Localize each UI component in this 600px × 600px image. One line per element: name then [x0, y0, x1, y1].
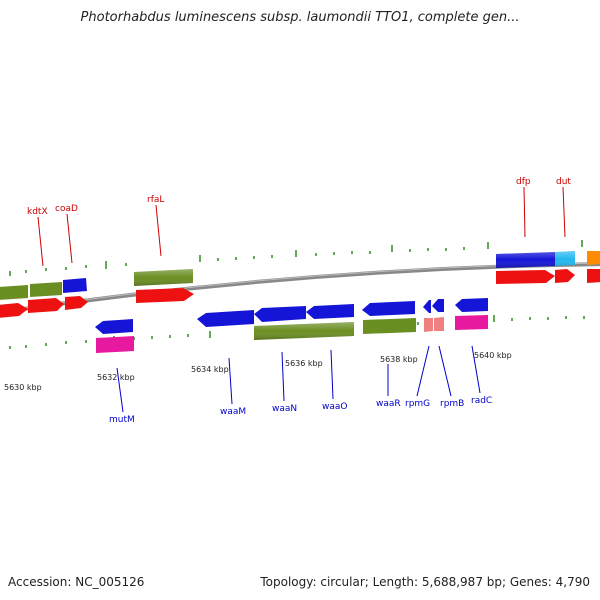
gene-label-waaM[interactable]: waaM — [220, 407, 246, 417]
gene-feature[interactable] — [96, 336, 134, 353]
map-title: Photorhabdus luminescens subsp. laumondi… — [80, 10, 520, 25]
gene-feature[interactable] — [136, 288, 194, 303]
reverse-cds-track — [95, 298, 488, 334]
gene-feature[interactable] — [363, 318, 416, 334]
gene-label-dfp[interactable]: dfp — [516, 177, 531, 187]
gene-feature[interactable] — [95, 319, 133, 334]
gene-feature[interactable] — [432, 299, 444, 312]
gene-feature[interactable] — [197, 310, 254, 327]
gene-feature[interactable] — [555, 269, 575, 283]
bottom-gene-labels: mutM waaM waaN waaO waaR rpmG rpmB radC — [109, 396, 492, 425]
tick-label: 5632 kbp — [97, 373, 135, 382]
gene-feature[interactable] — [587, 251, 600, 265]
outer-tick-track — [9, 240, 583, 276]
gene-label-waaR[interactable]: waaR — [376, 399, 401, 409]
top-gene-leaders — [37, 186, 566, 267]
gene-feature[interactable] — [30, 282, 62, 297]
gene-feature[interactable] — [587, 269, 600, 283]
top-gene-labels: kdtX coaD rfaL dfp dut — [27, 177, 571, 217]
genome-summary-text: Topology: circular; Length: 5,688,987 bp… — [260, 575, 590, 589]
gene-label-rfaL[interactable]: rfaL — [147, 195, 164, 205]
gene-feature[interactable] — [362, 301, 415, 316]
gene-feature[interactable] — [63, 278, 87, 293]
accession-text: Accession: NC_005126 — [8, 575, 145, 589]
tick-label: 5638 kbp — [380, 355, 418, 364]
tick-label: 5634 kbp — [191, 365, 229, 374]
gene-label-dut[interactable]: dut — [556, 177, 571, 187]
feature-shading — [134, 251, 575, 340]
gene-feature[interactable] — [455, 315, 488, 330]
bottom-gene-leaders — [116, 345, 481, 413]
gene-label-rpmB[interactable]: rpmB — [440, 399, 464, 409]
forward-gene-track — [0, 269, 600, 318]
gene-feature[interactable] — [65, 296, 88, 310]
gene-label-kdtX[interactable]: kdtX — [27, 207, 48, 217]
gene-feature[interactable] — [424, 318, 433, 332]
tick-label: 5630 kbp — [4, 383, 42, 392]
gene-feature[interactable] — [306, 304, 354, 319]
gene-label-coaD[interactable]: coaD — [55, 204, 78, 214]
gene-feature[interactable] — [254, 306, 306, 322]
gene-feature[interactable] — [423, 300, 431, 313]
tick-label: 5640 kbp — [474, 351, 512, 360]
gene-label-rpmG[interactable]: rpmG — [405, 399, 430, 409]
gene-feature[interactable] — [434, 317, 444, 331]
gene-label-mutM[interactable]: mutM — [109, 415, 135, 425]
gene-feature[interactable] — [0, 303, 28, 318]
gene-label-waaN[interactable]: waaN — [272, 404, 297, 414]
gene-feature[interactable] — [0, 285, 28, 300]
gene-feature[interactable] — [455, 298, 488, 312]
gene-feature[interactable] — [28, 298, 64, 313]
gene-label-radC[interactable]: radC — [471, 396, 492, 406]
tick-label: 5636 kbp — [285, 359, 323, 368]
tick-labels: 5630 kbp 5632 kbp 5634 kbp 5636 kbp 5638… — [4, 351, 512, 392]
gene-feature[interactable] — [496, 270, 555, 284]
gene-label-waaO[interactable]: waaO — [322, 402, 347, 412]
